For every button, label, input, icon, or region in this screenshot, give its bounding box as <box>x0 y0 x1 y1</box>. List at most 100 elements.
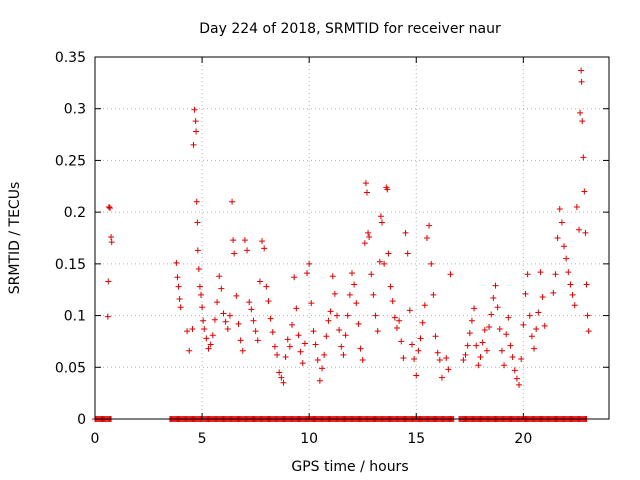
data-point <box>580 154 587 161</box>
data-point <box>177 304 184 311</box>
data-point <box>411 356 418 363</box>
data-point <box>378 219 385 226</box>
data-point <box>585 328 592 335</box>
data-point <box>362 180 369 187</box>
data-point <box>239 347 246 354</box>
data-point <box>196 283 203 290</box>
data-point <box>488 311 495 318</box>
data-point <box>511 367 518 374</box>
data-point <box>481 327 488 334</box>
data-point <box>430 291 437 298</box>
data-point <box>423 235 430 241</box>
data-point <box>351 281 358 288</box>
data-point <box>199 304 206 311</box>
data-point <box>314 357 321 364</box>
data-point <box>408 341 415 348</box>
data-point <box>443 354 450 361</box>
data-point <box>200 317 207 324</box>
data-point <box>556 206 563 213</box>
data-point <box>535 309 542 316</box>
data-point <box>357 345 364 352</box>
data-point <box>222 318 229 325</box>
data-point <box>198 291 205 298</box>
data-point <box>286 343 293 350</box>
data-point <box>387 283 394 290</box>
data-point <box>323 333 330 340</box>
x-tick-label: 20 <box>514 431 532 447</box>
data-point <box>365 229 372 236</box>
data-point <box>214 299 221 306</box>
data-point <box>359 357 366 364</box>
data-point <box>503 331 510 338</box>
data-point <box>584 312 591 319</box>
data-point <box>389 298 396 305</box>
data-point <box>293 305 300 312</box>
data-point <box>244 247 251 254</box>
data-point <box>415 347 422 354</box>
data-point <box>363 189 370 196</box>
data-point <box>533 326 540 333</box>
data-point <box>385 250 392 257</box>
data-point <box>191 106 198 113</box>
data-point <box>391 314 398 321</box>
data-point <box>366 233 373 240</box>
data-point <box>507 342 514 349</box>
data-point <box>282 353 289 360</box>
data-point <box>464 342 471 349</box>
data-point <box>558 219 565 226</box>
data-point <box>573 203 580 210</box>
data-point <box>361 240 368 247</box>
data-point <box>203 335 210 342</box>
data-point <box>353 300 360 307</box>
data-point <box>494 304 501 311</box>
data-point <box>581 188 588 195</box>
data-point <box>304 270 311 277</box>
data-point <box>338 343 345 350</box>
data-point <box>276 369 283 376</box>
data-point <box>235 320 242 327</box>
data-point <box>327 308 334 315</box>
data-point <box>501 362 508 369</box>
data-point <box>402 229 409 236</box>
data-point <box>105 278 112 285</box>
data-point <box>479 339 486 346</box>
data-point <box>291 274 298 281</box>
data-point <box>396 317 403 324</box>
chart-title: Day 224 of 2018, SRMTID for receiver nau… <box>199 21 501 37</box>
data-point <box>224 326 231 333</box>
data-point <box>237 337 244 344</box>
data-point <box>432 333 439 340</box>
data-point <box>246 299 253 306</box>
grid-layer <box>95 57 609 419</box>
data-point <box>468 317 475 324</box>
data-point <box>211 316 218 323</box>
data-point <box>434 349 441 356</box>
data-point <box>233 292 240 299</box>
data-point <box>471 305 478 312</box>
y-tick-label: 0.2 <box>64 205 86 221</box>
data-point <box>483 347 490 354</box>
data-point <box>254 337 261 344</box>
data-point <box>404 250 411 257</box>
data-point <box>346 291 353 298</box>
data-point <box>550 289 557 296</box>
data-point <box>563 255 570 262</box>
data-point <box>561 243 568 250</box>
data-point <box>473 342 480 349</box>
data-point <box>582 229 589 236</box>
data-point <box>325 317 332 324</box>
data-point <box>271 343 278 350</box>
data-point <box>421 302 428 309</box>
data-point <box>571 302 578 309</box>
data-point <box>567 281 574 288</box>
data-point <box>301 340 308 347</box>
data-point <box>201 326 208 333</box>
y-tick-label: 0 <box>77 412 86 428</box>
data-point <box>537 269 544 276</box>
data-point <box>370 291 377 298</box>
data-point <box>565 269 572 276</box>
x-axis-label: GPS time / hours <box>291 459 408 475</box>
y-tick-label: 0.15 <box>55 257 86 273</box>
